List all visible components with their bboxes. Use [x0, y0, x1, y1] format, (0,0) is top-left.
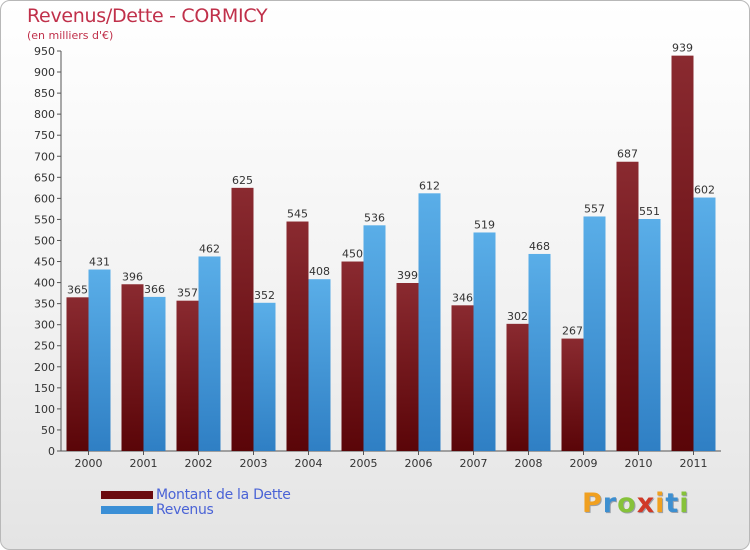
data-label-dette: 450 [342, 248, 363, 261]
data-label-dette: 302 [507, 310, 528, 323]
x-tick-label: 2003 [240, 457, 268, 470]
legend-label-dette: Montant de la Dette [156, 487, 291, 503]
y-tick-label: 700 [34, 150, 55, 163]
bar-dette [561, 338, 584, 451]
y-tick-label: 650 [34, 171, 55, 184]
chart-title: Revenus/Dette - CORMICY [27, 5, 268, 27]
data-label-revenus: 462 [199, 242, 220, 255]
y-tick-label: 750 [34, 129, 55, 142]
y-tick-label: 300 [34, 319, 55, 332]
x-tick-label: 2005 [350, 457, 378, 470]
y-tick-label: 800 [34, 108, 55, 121]
bar-dette [121, 284, 144, 451]
y-tick-label: 450 [34, 256, 55, 269]
bar-dette [286, 221, 309, 451]
x-tick-label: 2000 [75, 457, 103, 470]
chart-subtitle: (en milliers d'€) [27, 29, 114, 42]
bar-revenus [308, 279, 331, 451]
x-tick-label: 2007 [460, 457, 488, 470]
x-tick-label: 2008 [515, 457, 543, 470]
data-label-dette: 365 [67, 283, 88, 296]
data-label-revenus: 408 [309, 265, 330, 278]
data-label-revenus: 366 [144, 283, 165, 296]
data-label-revenus: 431 [89, 256, 110, 269]
y-tick-label: 550 [34, 213, 55, 226]
bar-dette [231, 187, 254, 451]
logo-letter: P [582, 488, 603, 519]
y-tick-label: 200 [34, 361, 55, 374]
data-label-dette: 687 [617, 148, 638, 161]
logo-letter: i [679, 488, 690, 519]
y-tick-label: 500 [34, 234, 55, 247]
bar-dette [451, 305, 474, 451]
data-label-dette: 625 [232, 174, 253, 187]
data-label-revenus: 468 [529, 240, 550, 253]
y-tick-label: 900 [34, 66, 55, 79]
y-tick-label: 250 [34, 340, 55, 353]
logo-letter: x [636, 488, 656, 519]
bar-dette [176, 300, 199, 451]
data-label-dette: 357 [177, 287, 198, 300]
data-label-dette: 267 [562, 325, 583, 338]
logo-letter: t [665, 488, 680, 519]
legend-swatch-revenus [101, 506, 153, 514]
x-tick-label: 2001 [130, 457, 158, 470]
x-tick-label: 2004 [295, 457, 323, 470]
data-label-revenus: 352 [254, 289, 275, 302]
proxiti-logo: Proxiti [582, 488, 690, 519]
y-tick-label: 950 [34, 45, 55, 58]
bar-revenus [363, 225, 386, 451]
data-label-revenus: 536 [364, 211, 385, 224]
bar-revenus [583, 216, 606, 451]
y-tick-label: 100 [34, 403, 55, 416]
data-label-revenus: 602 [694, 184, 715, 197]
x-tick-label: 2009 [570, 457, 598, 470]
bar-revenus [418, 193, 441, 451]
logo-letter: o [617, 488, 637, 519]
bar-revenus [253, 302, 276, 451]
x-tick-label: 2011 [680, 457, 708, 470]
bar-revenus [693, 197, 716, 451]
y-tick-label: 0 [48, 445, 55, 458]
bar-revenus [638, 219, 661, 451]
bar-revenus [88, 269, 111, 451]
bar-revenus [143, 296, 166, 451]
logo-letter: i [655, 488, 666, 519]
x-tick-label: 2002 [185, 457, 213, 470]
data-label-dette: 346 [452, 291, 473, 304]
data-label-revenus: 557 [584, 202, 605, 215]
bar-dette [506, 323, 529, 451]
data-label-revenus: 551 [639, 205, 660, 218]
data-label-dette: 399 [397, 269, 418, 282]
data-label-dette: 939 [672, 42, 693, 55]
bar-dette [341, 261, 364, 451]
x-tick-label: 2006 [405, 457, 433, 470]
y-tick-label: 400 [34, 277, 55, 290]
data-label-revenus: 612 [419, 179, 440, 192]
bar-revenus [528, 253, 551, 451]
bar-dette [396, 283, 419, 451]
data-label-dette: 396 [122, 270, 143, 283]
bar-revenus [198, 256, 221, 451]
x-tick-label: 2010 [625, 457, 653, 470]
data-label-dette: 545 [287, 208, 308, 221]
logo-letter: r [602, 488, 618, 519]
bar-dette [616, 161, 639, 451]
bar-revenus [473, 232, 496, 451]
y-tick-label: 350 [34, 298, 55, 311]
y-tick-label: 850 [34, 87, 55, 100]
bar-dette [66, 297, 89, 451]
y-tick-label: 150 [34, 382, 55, 395]
data-label-revenus: 519 [474, 218, 495, 231]
y-tick-label: 600 [34, 192, 55, 205]
y-tick-label: 50 [41, 424, 55, 437]
legend-label-revenus: Revenus [156, 502, 214, 518]
bar-dette [671, 55, 694, 451]
legend-swatch-dette [101, 491, 153, 499]
